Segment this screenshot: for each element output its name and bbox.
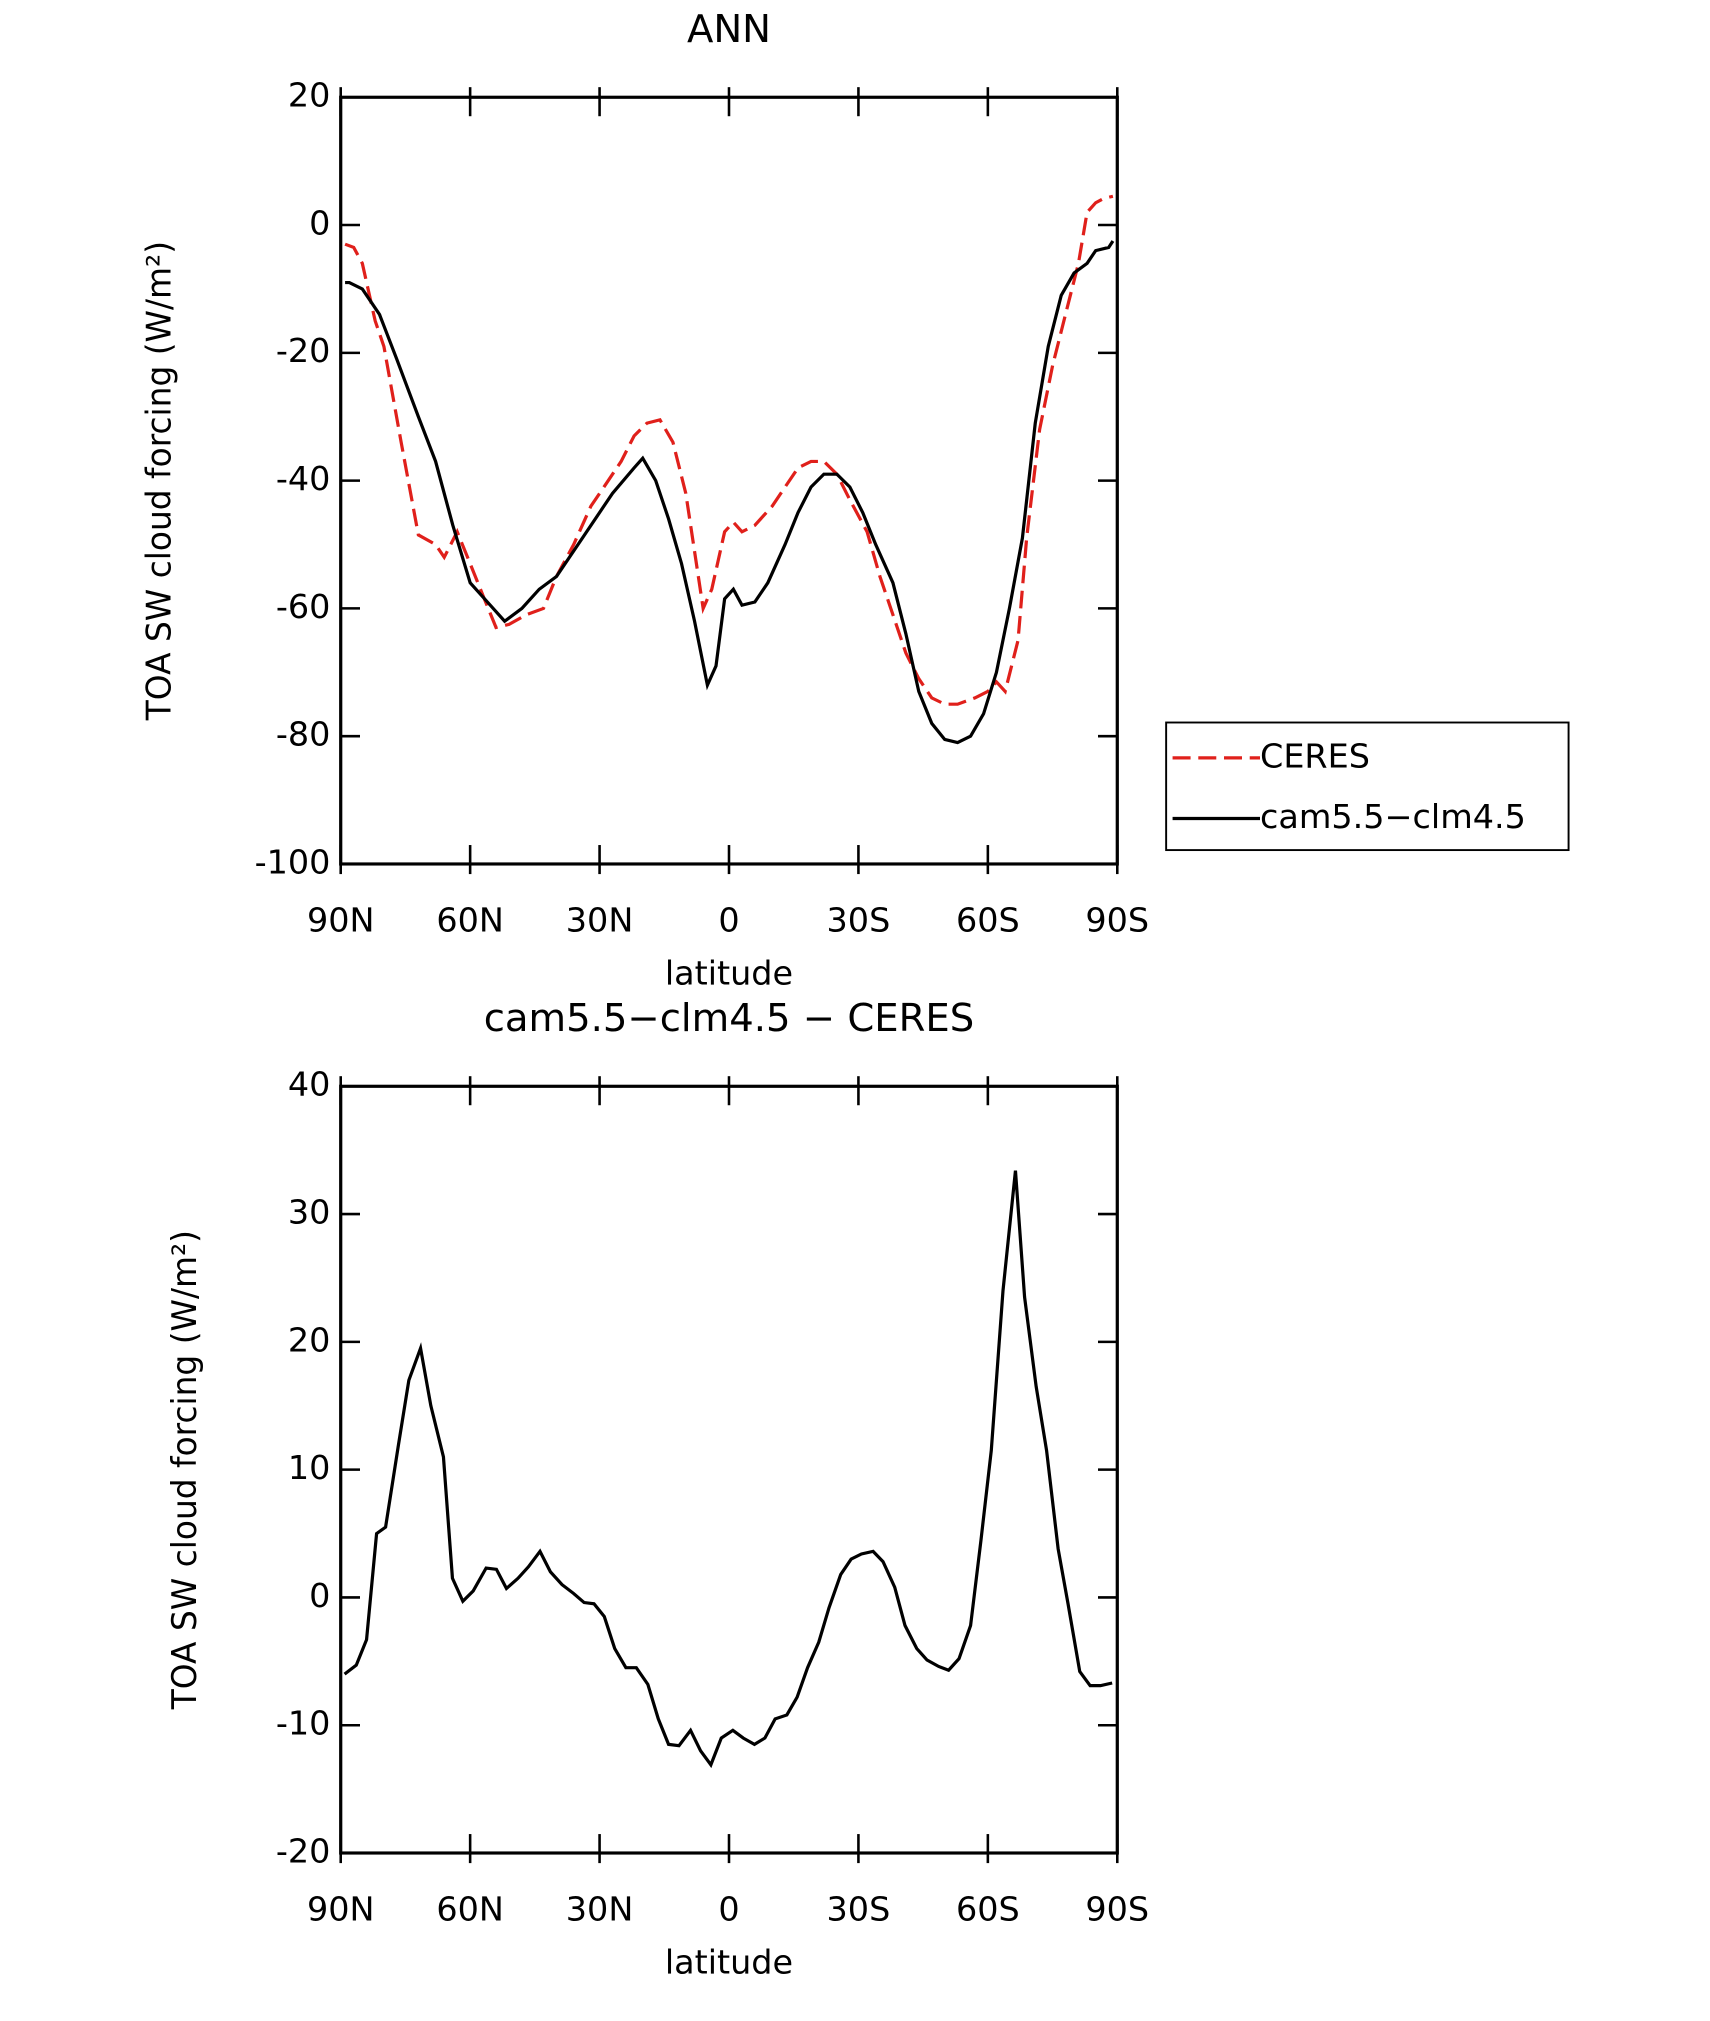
x-tick-label: 60N xyxy=(436,901,504,940)
y-tick-label: 40 xyxy=(288,1065,331,1104)
x-axis-label: latitude xyxy=(665,954,793,993)
chart-title: ANN xyxy=(687,8,771,52)
chart-title: cam5.5−clm4.5 − CERES xyxy=(484,997,975,1041)
y-tick-label: -100 xyxy=(255,843,331,882)
x-tick-label: 30S xyxy=(827,1890,891,1929)
y-tick-label: 0 xyxy=(309,204,330,243)
y-axis-label: TOA SW cloud forcing (W/m²) xyxy=(165,1230,204,1710)
series-line xyxy=(344,194,1114,706)
plot-frame xyxy=(339,95,1119,866)
series-line xyxy=(343,1170,1113,1769)
y-tick-label: 30 xyxy=(288,1193,331,1232)
y-tick-label: -10 xyxy=(276,1704,331,1743)
x-tick-label: 0 xyxy=(718,901,739,940)
y-tick-label: 0 xyxy=(309,1576,330,1615)
x-tick-label: 30S xyxy=(827,901,891,940)
y-axis-label: TOA SW cloud forcing (W/m²) xyxy=(139,241,178,721)
x-tick-label: 30N xyxy=(566,901,634,940)
y-tick-label: 20 xyxy=(288,76,331,115)
y-tick-label: 20 xyxy=(288,1321,331,1360)
x-tick-label: 60S xyxy=(956,1890,1020,1929)
series-line xyxy=(345,240,1115,745)
x-tick-label: 90N xyxy=(307,901,375,940)
y-tick-label: -20 xyxy=(276,332,331,371)
x-tick-label: 30N xyxy=(566,1890,634,1929)
legend-box xyxy=(1165,721,1570,852)
y-tick-label: -60 xyxy=(276,587,331,626)
x-tick-label: 60N xyxy=(436,1890,504,1929)
x-tick-label: 60S xyxy=(956,901,1020,940)
y-tick-label: -80 xyxy=(276,715,331,754)
y-tick-label: 10 xyxy=(288,1448,331,1487)
y-tick-label: -40 xyxy=(276,459,331,498)
x-tick-label: 90S xyxy=(1085,901,1149,940)
y-tick-label: -20 xyxy=(276,1832,331,1871)
x-tick-label: 90N xyxy=(307,1890,375,1929)
x-tick-label: 90S xyxy=(1085,1890,1149,1929)
x-axis-label: latitude xyxy=(665,1943,793,1982)
x-tick-label: 0 xyxy=(718,1890,739,1929)
plot-frame xyxy=(339,1084,1119,1855)
legend-label: cam5.5−clm4.5 xyxy=(1260,797,1526,836)
legend-label: CERES xyxy=(1260,737,1370,776)
